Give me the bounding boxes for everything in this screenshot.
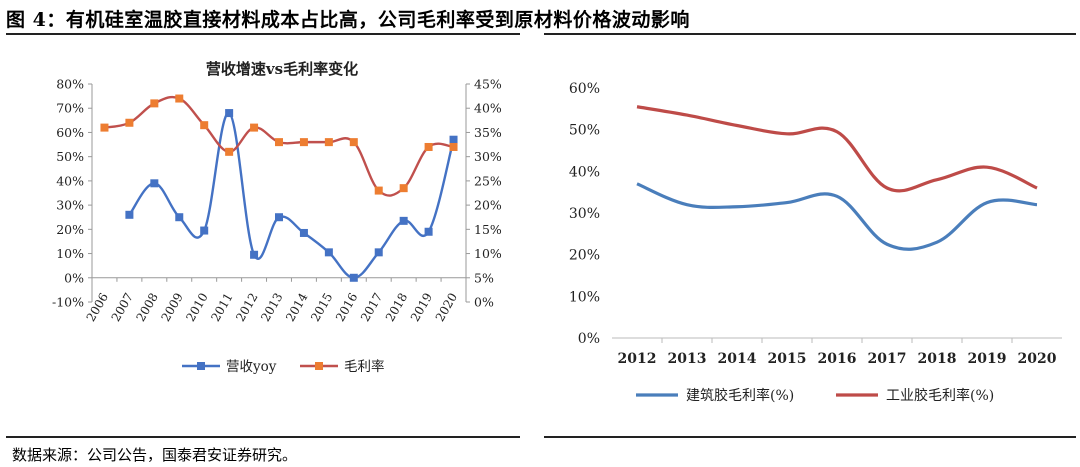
revenue-growth-vs-gross-margin-chart: 营收增速vs毛利率变化 -10% 0% 10% 20% 30% 40% 50% 60% 70% 80… [52, 60, 502, 375]
chart2-y-tick-label: 50% [569, 123, 600, 139]
chart1-legend-label-2: 毛利率 [344, 358, 385, 375]
figure-title: 图 4：有机硅室温胶直接材料成本占比高，公司毛利率受到原材料价格波动影响 [6, 9, 690, 31]
chart2-y-tick-label: 60% [569, 81, 600, 97]
chart1-left-tick-label: 40% [56, 173, 84, 188]
chart1-data-point-2 [125, 118, 134, 127]
chart1-data-point-1 [399, 216, 408, 225]
chart1-data-point-2 [200, 121, 209, 130]
chart1-data-point-1 [125, 210, 134, 219]
chart1-left-tick-label: 60% [56, 125, 84, 140]
chart2-legend-label-1: 建筑胶毛利率(%) [686, 387, 794, 404]
chart2-y-tick-label: 10% [569, 289, 600, 305]
chart2-x-tick-label: 2012 [618, 351, 657, 367]
chart1-x-tick-label: 2020 [433, 291, 460, 324]
adhesive-gross-margin-chart: 0% 10% 20% 30% 40% 50% 60% 2012 2013 2014 2015 2016… [569, 81, 1062, 404]
chart1-right-tick-label: 10% [474, 246, 502, 261]
chart2-x-tick-label: 2015 [768, 351, 807, 367]
chart1-data-point-2 [299, 138, 308, 147]
chart2-y-tick-label: 0% [578, 331, 600, 347]
chart2-x-tick-label: 2014 [718, 351, 757, 367]
chart2-x-tick-label: 2020 [1018, 351, 1057, 367]
chart2-series-line-1 [636, 182, 1038, 251]
chart1-data-point-1 [349, 273, 358, 282]
chart1-x-tick-label: 2007 [109, 291, 136, 324]
chart1-data-point-1 [299, 228, 308, 237]
chart1-right-tick-label: 5% [474, 270, 494, 285]
chart2-x-tick-label: 2013 [668, 351, 707, 367]
chart1-legend-marker-2 [315, 362, 323, 370]
chart1-right-tick-label: 15% [474, 222, 502, 237]
chart1-x-tick-label: 2011 [208, 291, 235, 324]
title-underline-left [6, 33, 520, 35]
chart1-title: 营收增速vs毛利率变化 [206, 60, 358, 78]
chart1-data-point-1 [175, 213, 184, 222]
chart1-x-tick-label: 2017 [358, 291, 385, 324]
chart1-x-tick-label: 2019 [408, 291, 435, 324]
chart1-x-tick-label: 2009 [158, 291, 185, 324]
chart1-x-tick-label: 2010 [183, 291, 210, 324]
chart1-x-tick-label: 2006 [84, 291, 111, 324]
chart2-y-tick-label: 40% [569, 164, 600, 180]
chart2-y-tick-label: 20% [569, 248, 600, 264]
chart1-data-point-1 [449, 135, 458, 144]
chart1-data-point-2 [150, 99, 159, 108]
chart1-data-point-2 [399, 184, 408, 193]
chart2-x-tick-label: 2018 [918, 351, 957, 367]
title-underline-right [544, 33, 1076, 35]
chart1-right-tick-label: 40% [474, 101, 502, 116]
chart1-left-tick-label: 80% [56, 77, 84, 92]
chart1-data-point-1 [424, 227, 433, 236]
chart2-x-tick-label: 2017 [868, 351, 907, 367]
chart1-x-tick-label: 2016 [333, 291, 360, 324]
chart1-data-point-2 [349, 138, 358, 147]
source-note: 数据来源：公司公告，国泰君安证券研究。 [12, 446, 298, 464]
chart1-x-tick-label: 2018 [383, 291, 410, 324]
chart1-data-point-2 [275, 138, 283, 147]
chart1-data-point-2 [374, 186, 383, 195]
chart1-legend-marker-1 [197, 362, 205, 370]
chart1-left-tick-label: 0% [64, 270, 84, 285]
chart2-x-tick-label: 2016 [818, 351, 857, 367]
chart2-legend-label-2: 工业胶毛利率(%) [886, 387, 994, 404]
bottom-rule-left [6, 436, 520, 438]
chart2-series-line-2 [636, 105, 1038, 193]
chart1-x-tick-label: 2015 [308, 291, 335, 324]
chart2-y-tick-label: 30% [569, 206, 600, 222]
chart1-left-tick-label: 20% [56, 222, 84, 237]
chart1-right-tick-label: 30% [474, 149, 502, 164]
chart1-left-tick-label: 70% [56, 101, 84, 116]
chart1-x-tick-label: 2013 [258, 291, 285, 324]
chart1-data-point-1 [374, 248, 383, 257]
chart1-data-point-1 [275, 213, 283, 222]
chart1-data-point-1 [250, 250, 259, 259]
chart1-right-tick-label: 20% [474, 198, 502, 213]
chart1-x-tick-label: 2012 [233, 291, 260, 324]
chart1-right-tick-label: 35% [474, 125, 502, 140]
chart1-data-point-2 [250, 123, 259, 132]
chart1-data-point-1 [200, 226, 209, 235]
chart1-right-tick-label: 45% [474, 77, 502, 92]
chart1-data-point-1 [324, 248, 333, 257]
chart1-data-point-2 [324, 138, 333, 147]
chart1-left-tick-label: -10% [52, 295, 84, 310]
chart2-x-tick-label: 2019 [968, 351, 1007, 367]
chart1-right-tick-label: 25% [474, 173, 502, 188]
chart1-left-tick-label: 50% [56, 149, 84, 164]
chart1-data-point-1 [225, 109, 234, 118]
chart1-data-point-2 [225, 147, 234, 156]
chart1-x-tick-label: 2008 [134, 291, 161, 324]
chart1-legend-label-1: 营收yoy [226, 359, 277, 375]
chart1-right-tick-label: 0% [474, 295, 494, 310]
chart1-x-tick-label: 2014 [283, 290, 311, 324]
chart1-data-point-2 [100, 123, 109, 132]
chart1-data-point-2 [449, 142, 458, 151]
chart1-left-tick-label: 30% [56, 198, 84, 213]
chart1-data-point-2 [424, 142, 433, 151]
chart1-series-line-1 [128, 111, 455, 279]
chart1-data-point-2 [175, 94, 184, 103]
chart1-data-point-1 [150, 179, 159, 188]
bottom-rule-right [544, 436, 1076, 438]
chart1-left-tick-label: 10% [56, 246, 84, 261]
